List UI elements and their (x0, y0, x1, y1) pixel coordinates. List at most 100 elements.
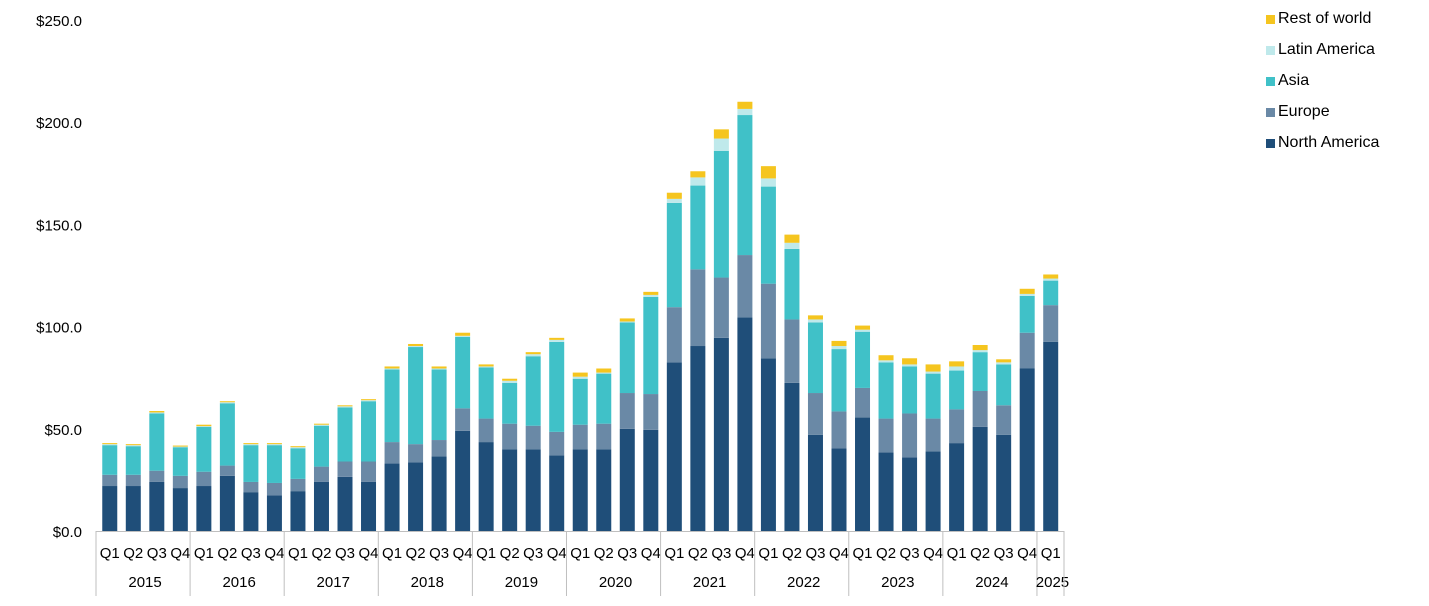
y-tick-label: $250.0 (36, 13, 82, 30)
legend-swatch (1266, 77, 1275, 86)
bar-segment-asia (572, 378, 588, 425)
bar-segment-europe (549, 431, 565, 456)
bar-segment-rest-of-world (949, 361, 965, 367)
bar-segment-asia (949, 370, 965, 410)
bar-segment-asia (996, 364, 1012, 406)
bar-segment-asia (972, 352, 988, 391)
bar-segment-rest-of-world (572, 372, 588, 377)
x-tick-label-quarter: Q3 (429, 545, 449, 562)
bar-segment-europe (313, 466, 329, 482)
bar-segment-north-america (831, 448, 847, 531)
bar-segment-europe (666, 307, 682, 363)
y-tick-label: $100.0 (36, 320, 82, 337)
bar-segment-europe (972, 390, 988, 427)
bar-segment-asia (666, 202, 682, 308)
bar-segment-asia (455, 336, 471, 409)
bar-segment-latin-america (878, 360, 894, 363)
bar-segment-europe (172, 475, 188, 489)
bar-segment-rest-of-world (549, 337, 565, 340)
bar-segment-asia (619, 322, 635, 394)
bar-segment-asia (713, 150, 729, 278)
bar-segment-latin-america (243, 444, 259, 446)
bar-segment-rest-of-world (807, 315, 823, 320)
bar-segment-latin-america (290, 447, 306, 449)
bar-segment-latin-america (784, 242, 800, 249)
bar-segment-asia (125, 446, 141, 475)
bar-segment-asia (831, 349, 847, 412)
bar-segment-asia (384, 369, 400, 443)
bar-segment-europe (784, 319, 800, 383)
bar-segment-europe (760, 283, 776, 359)
bar-segment-latin-america (337, 406, 353, 408)
bar-segment-latin-america (502, 380, 518, 383)
bar-segment-latin-america (172, 446, 188, 448)
bar-segment-asia (290, 448, 306, 479)
bar-segment-rest-of-world (361, 399, 377, 401)
bar-segment-north-america (455, 430, 471, 531)
bar-segment-latin-america (478, 366, 494, 368)
x-tick-label-quarter: Q2 (594, 545, 614, 562)
x-tick-label-quarter: Q3 (805, 545, 825, 562)
bar-segment-latin-america (125, 445, 141, 447)
bar-segment-europe (619, 393, 635, 429)
x-tick-label-quarter: Q3 (617, 545, 637, 562)
bar-segment-rest-of-world (972, 345, 988, 351)
bar-segment-europe (431, 440, 447, 457)
bar-segment-latin-america (996, 362, 1012, 365)
bar-segment-rest-of-world (690, 171, 706, 178)
x-tick-label-quarter: Q2 (782, 545, 802, 562)
x-tick-label-quarter: Q1 (288, 545, 308, 562)
bar-segment-rest-of-world (125, 444, 141, 446)
bar-segment-latin-america (525, 354, 541, 357)
bar-segment-europe (266, 482, 282, 496)
bar-segment-rest-of-world (337, 405, 353, 407)
bar-segment-north-america (807, 434, 823, 531)
bar-segment-north-america (243, 492, 259, 531)
bar-segment-north-america (972, 426, 988, 531)
bar-segment-asia (902, 366, 918, 414)
x-tick-label-year: 2017 (317, 574, 350, 591)
bar-segment-rest-of-world (196, 424, 212, 427)
bar-segment-europe (243, 481, 259, 493)
bar-segment-rest-of-world (643, 291, 659, 295)
bar-segment-latin-america (855, 329, 871, 332)
bar-segment-north-america (878, 452, 894, 531)
bar-segment-latin-america (619, 321, 635, 323)
x-tick-label-quarter: Q3 (241, 545, 261, 562)
bar-segment-rest-of-world (219, 401, 235, 403)
bar-segment-asia (219, 403, 235, 466)
bar-segment-north-america (925, 451, 941, 531)
bar-segment-latin-america (713, 138, 729, 151)
x-tick-label-quarter: Q3 (994, 545, 1014, 562)
x-tick-label-quarter: Q1 (758, 545, 778, 562)
bar-segment-rest-of-world (455, 332, 471, 336)
bar-segment-north-america (760, 358, 776, 531)
x-tick-label-quarter: Q3 (147, 545, 167, 562)
bar-segment-north-america (855, 417, 871, 531)
bar-segment-latin-america (149, 412, 165, 414)
bar-segment-latin-america (760, 178, 776, 187)
bar-segment-europe (384, 442, 400, 464)
bar-segment-europe (125, 474, 141, 487)
bar-segment-asia (690, 185, 706, 270)
x-tick-label-quarter: Q1 (100, 545, 120, 562)
bar-segment-europe (855, 387, 871, 418)
bar-segment-rest-of-world (902, 358, 918, 365)
x-tick-label-quarter: Q3 (335, 545, 355, 562)
bar-segment-asia (337, 407, 353, 462)
bar-segment-latin-america (219, 402, 235, 404)
bar-segment-north-america (219, 475, 235, 531)
x-tick-label-year: 2022 (787, 574, 820, 591)
bar-segment-europe (996, 405, 1012, 435)
x-tick-label-year: 2018 (411, 574, 444, 591)
x-tick-label-quarter: Q2 (876, 545, 896, 562)
x-tick-label-year: 2019 (505, 574, 538, 591)
bar-segment-europe (290, 478, 306, 492)
bar-segment-rest-of-world (1019, 288, 1035, 294)
bar-segment-north-america (596, 449, 612, 531)
x-tick-label-quarter: Q1 (476, 545, 496, 562)
bar-segment-europe (149, 470, 165, 482)
bar-segment-rest-of-world (784, 234, 800, 243)
bar-segment-europe (878, 418, 894, 453)
x-tick-label-quarter: Q2 (688, 545, 708, 562)
